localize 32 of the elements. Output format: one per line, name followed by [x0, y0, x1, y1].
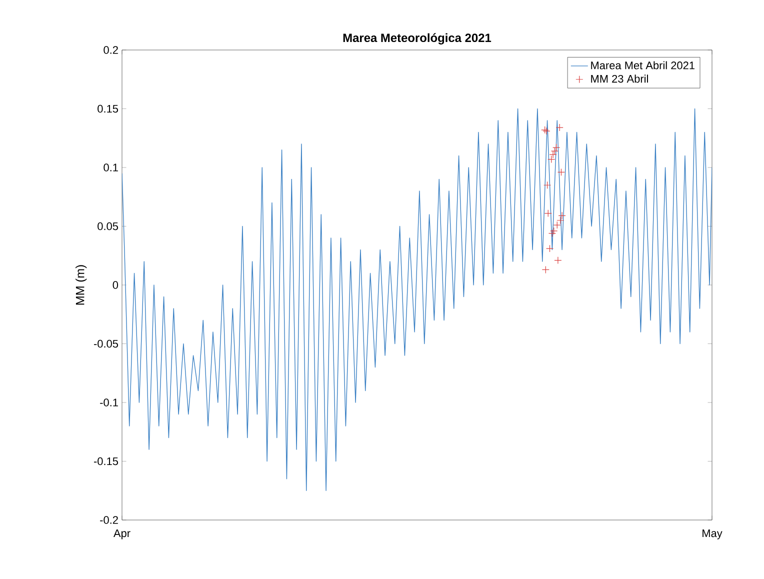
x-tick-label: Apr	[113, 530, 130, 540]
chart-title: Marea Meteorológica 2021	[343, 33, 492, 44]
point	[550, 147, 558, 155]
point	[552, 144, 560, 152]
point	[557, 168, 566, 176]
y-tick-label: 0.2	[104, 46, 118, 54]
point	[556, 216, 564, 224]
line-series	[122, 108, 712, 491]
y-tick-label: -0.15	[94, 457, 118, 466]
y-tick-label: 0.1	[104, 164, 118, 172]
y-tick-label: 0.05	[98, 222, 118, 230]
x-tick-label: May	[702, 530, 722, 540]
y-tick-label: 0	[112, 281, 118, 289]
point	[554, 256, 562, 264]
legend-label: Marea Met Abril 2021	[591, 61, 694, 70]
y-tick-label: -0.1	[100, 398, 118, 406]
point	[546, 244, 554, 252]
point	[550, 227, 558, 235]
point	[542, 266, 550, 274]
y-tick-label: -0.05	[94, 340, 118, 348]
point	[556, 124, 564, 132]
y-tick-label: 0.15	[98, 104, 118, 113]
point	[548, 155, 556, 164]
point	[558, 212, 566, 220]
point	[549, 150, 557, 158]
point	[544, 181, 552, 189]
y-tick-label: -0.2	[100, 516, 118, 524]
point	[553, 221, 561, 229]
point	[548, 230, 556, 238]
y-axis-title: MM (m)	[76, 265, 87, 305]
point	[544, 210, 552, 218]
legend-label: MM 23 Abril	[591, 74, 648, 83]
